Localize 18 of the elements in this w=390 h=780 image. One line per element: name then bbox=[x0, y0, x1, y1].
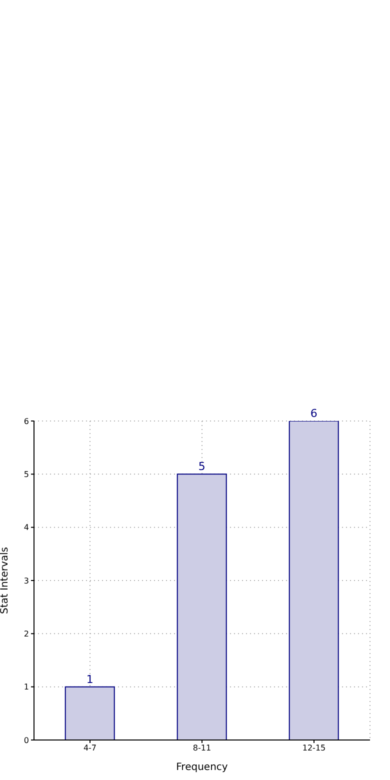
x-axis-title: Frequency bbox=[176, 762, 228, 773]
data-label: 6 bbox=[310, 407, 318, 420]
y-tick-label: 4 bbox=[24, 523, 29, 532]
y-tick-label: 0 bbox=[24, 736, 29, 745]
data-label: 1 bbox=[86, 672, 94, 686]
data-label: 5 bbox=[198, 460, 206, 474]
bar bbox=[176, 474, 227, 740]
y-axis-title: Stat Intervals bbox=[0, 546, 11, 614]
x-tick-label: 4-7 bbox=[83, 744, 97, 753]
y-tick-label: 2 bbox=[24, 630, 29, 639]
x-tick-label: 12-15 bbox=[302, 744, 326, 753]
x-tick-label: 8-11 bbox=[192, 744, 212, 753]
y-tick-label: 3 bbox=[24, 576, 29, 586]
bar bbox=[64, 686, 115, 740]
y-tick-label: 1 bbox=[24, 682, 29, 692]
y-tick-label: 6 bbox=[24, 416, 29, 426]
y-tick-label: 5 bbox=[24, 470, 29, 480]
bar bbox=[288, 421, 339, 740]
